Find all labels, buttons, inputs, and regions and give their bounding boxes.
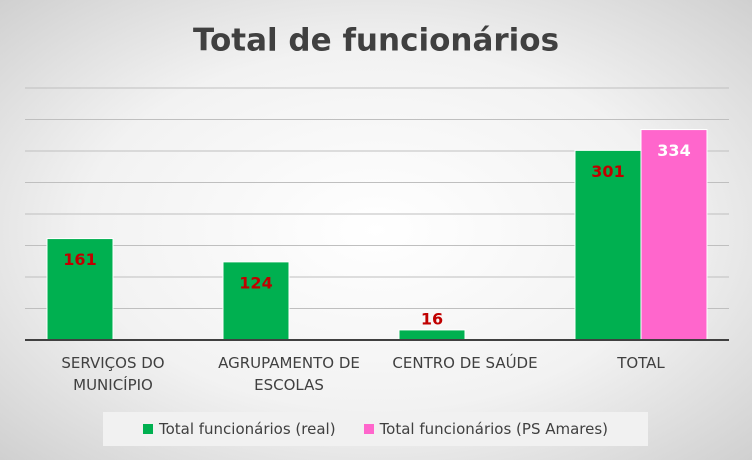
bar — [574, 149, 642, 341]
legend-item: Total funcionários (PS Amares) — [363, 420, 609, 438]
legend-item: Total funcionários (real) — [142, 420, 336, 438]
legend-label: Total funcionários (real) — [158, 420, 336, 438]
data-label: 161 — [63, 250, 96, 269]
x-tick-label: CENTRO DE SAÚDE — [392, 354, 538, 372]
bar — [46, 238, 114, 341]
legend-swatch — [142, 424, 153, 434]
bar — [398, 329, 466, 341]
bar — [640, 129, 708, 341]
x-tick-label: AGRUPAMENTO DE ESCOLAS — [218, 354, 360, 394]
data-label: 301 — [591, 162, 624, 181]
data-label: 124 — [239, 273, 272, 292]
data-label: 16 — [421, 309, 443, 328]
legend-label: Total funcionários (PS Amares) — [379, 420, 609, 438]
data-label: 334 — [657, 141, 690, 160]
chart-title: Total de funcionários — [193, 23, 559, 59]
legend-swatch — [363, 424, 374, 434]
bar — [222, 261, 290, 341]
legend: Total funcionários (real) Total funcionár… — [103, 412, 648, 446]
x-tick-label: SERVIÇOS DO MUNICÍPIO — [61, 354, 165, 394]
x-tick-label: TOTAL — [617, 354, 665, 372]
